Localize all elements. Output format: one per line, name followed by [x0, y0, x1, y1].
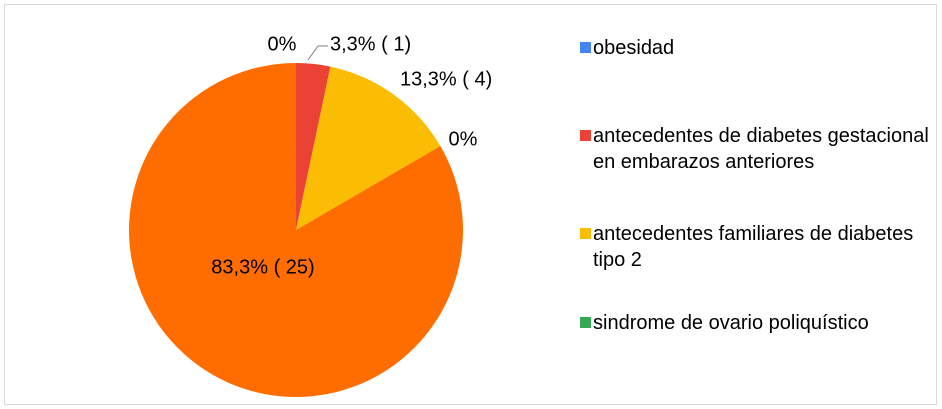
pie-slice: [129, 63, 463, 398]
legend-swatch: [580, 42, 591, 53]
legend-item: sindrome de ovario poliquístico: [580, 310, 930, 336]
legend-label: sindrome de ovario poliquístico: [593, 312, 869, 334]
data-label: 0%: [268, 33, 297, 55]
pie-slice: [296, 63, 331, 230]
data-label: 13,3% ( 4): [400, 68, 492, 90]
legend-swatch: [580, 228, 591, 239]
legend-item: antecedentes familiares de diabetes tipo…: [580, 221, 930, 273]
data-label: 3,3% ( 1): [330, 33, 411, 55]
legend-item: obesidad: [580, 35, 930, 61]
leader-line: [307, 45, 328, 61]
legend-swatch: [580, 130, 591, 141]
legend-item: antecedentes de diabetes gestacional en …: [580, 123, 930, 175]
pie-slice: [296, 66, 441, 230]
data-label: 0%: [449, 128, 478, 150]
legend-swatch: [580, 317, 591, 328]
data-label: 83,3% ( 25): [211, 256, 314, 278]
legend-label: antecedentes de diabetes gestacional en …: [593, 125, 929, 173]
legend-label: obesidad: [593, 37, 675, 59]
legend-label: antecedentes familiares de diabetes tipo…: [593, 223, 914, 271]
